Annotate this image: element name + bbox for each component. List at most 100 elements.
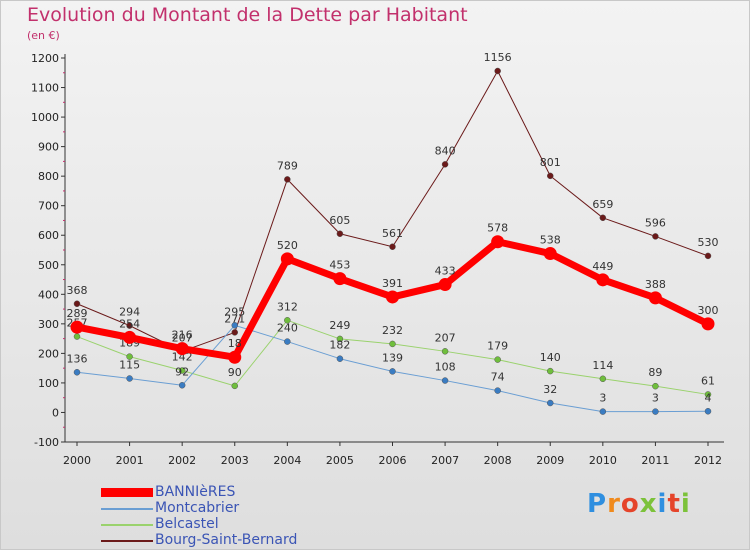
- data-point-montcabrier: [599, 408, 607, 415]
- data-label-montcabrier: 3: [652, 392, 659, 405]
- data-point-bourg-saint-bernard: [336, 230, 344, 238]
- data-point-belcastel: [547, 367, 554, 375]
- legend-swatch: [101, 508, 153, 510]
- x-tick-label: 2000: [63, 454, 91, 467]
- legend-label: Bourg-Saint-Bernard: [155, 532, 298, 548]
- legend-label: Montcabrier: [155, 500, 240, 516]
- data-label-bourg-saint-bernard: 1156: [484, 51, 512, 64]
- x-tick-label: 2011: [641, 454, 669, 467]
- data-point-montcabrier: [73, 369, 81, 376]
- y-tick-label: 800: [38, 170, 59, 183]
- legend-swatch: [101, 488, 153, 497]
- brand-letter: x: [639, 489, 658, 519]
- data-label-belcastel: 249: [329, 319, 350, 332]
- data-point-banni-res: [228, 350, 242, 364]
- y-tick-label: 1000: [31, 111, 59, 124]
- plot-area: -100 0 100 200 300 400 500 600 700 800 900 1000 1100…: [31, 51, 724, 467]
- brand-letter: i: [657, 489, 668, 519]
- x-tick-label: 2010: [589, 454, 617, 467]
- data-label-montcabrier: 139: [382, 351, 403, 364]
- data-label-bourg-saint-bernard: 840: [435, 144, 456, 157]
- data-label-banni-res: 289: [67, 307, 88, 320]
- data-point-bourg-saint-bernard: [652, 233, 659, 240]
- data-label-bourg-saint-bernard: 530: [698, 236, 719, 249]
- data-label-belcastel: 207: [435, 331, 456, 344]
- brand-letter: P: [587, 489, 608, 519]
- data-point-banni-res: [386, 290, 399, 304]
- chart-subtitle: (en €): [27, 29, 60, 42]
- data-label-montcabrier: 182: [329, 339, 350, 352]
- data-point-bourg-saint-bernard: [73, 300, 81, 308]
- data-label-belcastel: 140: [540, 351, 561, 364]
- data-label-bourg-saint-bernard: 801: [540, 156, 561, 169]
- data-label-bourg-saint-bernard: 294: [119, 306, 140, 319]
- data-point-belcastel: [284, 317, 291, 324]
- data-point-belcastel: [231, 382, 238, 390]
- x-tick-label: 2003: [221, 454, 249, 467]
- data-label-montcabrier: 3: [599, 392, 606, 405]
- data-point-banni-res: [175, 342, 189, 356]
- data-point-bourg-saint-bernard: [389, 243, 396, 251]
- data-label-belcastel: 114: [592, 359, 613, 372]
- data-label-belcastel: 142: [172, 351, 193, 364]
- data-label-banni-res: 449: [592, 260, 613, 273]
- data-label-banni-res: 520: [277, 239, 298, 252]
- y-tick-label: 900: [38, 141, 59, 154]
- data-label-bourg-saint-bernard: 368: [67, 284, 88, 297]
- y-tick-label: -100: [34, 436, 59, 449]
- x-tick-label: 2008: [484, 454, 512, 467]
- data-label-montcabrier: 32: [543, 383, 557, 396]
- data-point-belcastel: [126, 353, 133, 360]
- brand-letter: t: [667, 489, 681, 519]
- x-tick-label: 2001: [116, 454, 144, 467]
- legend-label: BANNIèRES: [155, 484, 236, 500]
- x-tick-label: 2002: [168, 454, 196, 467]
- data-point-montcabrier: [389, 368, 396, 375]
- data-label-bourg-saint-bernard: 605: [329, 214, 350, 227]
- y-tick-label: 400: [38, 288, 59, 301]
- y-tick-label: 600: [38, 229, 59, 242]
- data-point-banni-res: [543, 247, 557, 261]
- data-label-belcastel: 89: [648, 366, 662, 379]
- data-point-bourg-saint-bernard: [126, 322, 133, 329]
- data-label-bourg-saint-bernard: 659: [592, 198, 613, 211]
- brand-letter: o: [620, 489, 640, 519]
- data-point-montcabrier: [126, 375, 133, 382]
- x-tick-label: 2007: [431, 454, 459, 467]
- data-label-banni-res: 578: [487, 222, 508, 235]
- data-label-belcastel: 61: [701, 374, 715, 387]
- data-label-bourg-saint-bernard: 596: [645, 216, 666, 229]
- data-point-belcastel: [389, 340, 396, 348]
- data-label-banni-res: 254: [119, 317, 140, 330]
- data-label-montcabrier: 74: [491, 371, 505, 384]
- data-point-belcastel: [652, 382, 659, 390]
- y-tick-label: 1100: [31, 82, 59, 95]
- y-tick-label: 700: [38, 200, 59, 213]
- data-label-belcastel: 179: [487, 340, 508, 353]
- x-tick-label: 2004: [273, 454, 301, 467]
- x-tick-label: 2009: [536, 454, 564, 467]
- brand-logo: Proxiti: [587, 489, 691, 519]
- data-label-bourg-saint-bernard: 561: [382, 227, 403, 240]
- data-point-montcabrier: [178, 382, 186, 389]
- legend-swatch: [101, 524, 153, 526]
- data-point-montcabrier: [494, 387, 501, 394]
- data-point-banni-res: [648, 291, 662, 305]
- y-tick-label: 0: [52, 406, 59, 419]
- data-label-belcastel: 90: [228, 366, 242, 379]
- data-point-montcabrier: [336, 355, 344, 362]
- x-tick-label: 2005: [326, 454, 354, 467]
- data-point-banni-res: [70, 320, 84, 334]
- y-tick-label: 300: [38, 318, 59, 331]
- data-label-montcabrier: 115: [119, 358, 140, 371]
- legend-label: Belcastel: [155, 516, 219, 532]
- data-point-belcastel: [599, 375, 607, 383]
- data-label-banni-res: 300: [698, 304, 719, 317]
- data-label-belcastel: 312: [277, 300, 298, 313]
- data-point-banni-res: [596, 273, 610, 287]
- data-label-montcabrier: 108: [435, 361, 456, 374]
- data-point-bourg-saint-bernard: [284, 176, 291, 183]
- data-point-bourg-saint-bernard: [441, 161, 449, 168]
- data-point-banni-res: [701, 317, 715, 331]
- data-point-banni-res: [438, 278, 452, 292]
